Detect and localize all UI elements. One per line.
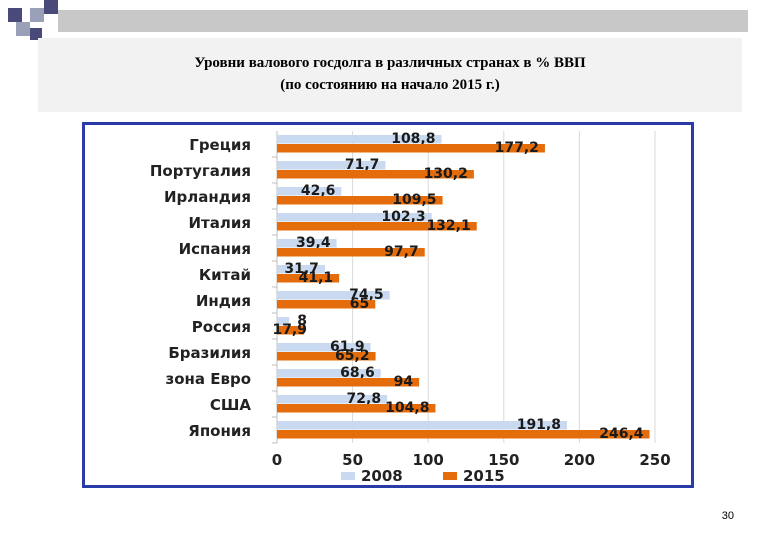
data-label-2008: 108,8 [391, 131, 435, 147]
debt-bar-chart: Греция 108,8 177,2 Португалия 71,7 130,2 Ирлан… [150, 131, 671, 485]
slide-title-box: Уровни валового госдолга в различных стр… [38, 38, 742, 112]
category-label: Греция [189, 136, 251, 154]
category-label: США [210, 396, 252, 414]
bar-2015 [277, 352, 376, 361]
slide-title: Уровни валового госдолга в различных стр… [194, 55, 586, 71]
category-label: Испания [179, 240, 251, 258]
category-label: Япония [188, 422, 251, 440]
chart-frame: Греция 108,8 177,2 Португалия 71,7 130,2 Ирлан… [82, 122, 694, 488]
legend-label-2008: 2008 [361, 467, 403, 485]
decorative-square [30, 28, 42, 40]
bar-2015 [277, 378, 420, 387]
data-label-2008: 61,9 [330, 339, 365, 355]
x-tick-label: 150 [488, 451, 519, 469]
data-label-2015: 132,1 [426, 218, 470, 234]
legend-swatch-2008 [341, 472, 355, 480]
category-label: Италия [189, 214, 252, 232]
decorative-header-bar [58, 10, 748, 32]
data-label-2015: 130,2 [424, 166, 468, 182]
bar-2015 [277, 430, 650, 439]
data-label-2008: 39,4 [296, 235, 331, 251]
data-label-2008: 71,7 [345, 157, 380, 173]
category-label: Бразилия [168, 344, 251, 362]
x-tick-label: 100 [413, 451, 444, 469]
data-label-2008: 42,6 [301, 183, 336, 199]
bar-2008 [277, 369, 381, 378]
bar-2015 [277, 144, 545, 153]
bar-2008 [277, 239, 337, 248]
data-label-2015: 246,4 [599, 426, 644, 442]
data-label-2015: 94 [394, 374, 414, 390]
bar-2008 [277, 265, 325, 274]
data-label-2008: 191,8 [517, 417, 561, 433]
category-label: Китай [199, 266, 251, 284]
data-label-2015: 65 [350, 296, 369, 312]
x-tick-label: 250 [639, 451, 670, 469]
x-tick-label: 50 [342, 451, 363, 469]
bar-2008 [277, 213, 432, 222]
bar-2008 [277, 343, 371, 352]
legend-label-2015: 2015 [463, 467, 505, 485]
data-label-2015: 177,2 [495, 140, 539, 156]
bar-2008 [277, 161, 386, 170]
bar-2015 [277, 170, 474, 179]
category-label: Ирландия [164, 188, 251, 206]
bar-2008 [277, 187, 342, 196]
decorative-square [16, 22, 30, 36]
data-label-2015: 104,8 [385, 400, 429, 416]
bar-2008 [277, 395, 388, 404]
category-label: Индия [196, 292, 251, 310]
bar-2015 [277, 222, 477, 231]
category-label: Россия [192, 318, 251, 336]
decorative-square [30, 8, 44, 22]
bar-2008 [277, 317, 290, 326]
x-tick-label: 200 [564, 451, 595, 469]
bar-2015 [277, 300, 376, 309]
bar-2015 [277, 274, 340, 283]
bar-2015 [277, 404, 436, 413]
data-label-2015: 65,2 [335, 348, 370, 364]
data-label-2008: 72,8 [347, 391, 382, 407]
category-label: Португалия [150, 162, 251, 180]
data-label-2008: 68,6 [340, 365, 375, 381]
slide-subtitle: (по состоянию на начало 2015 г.) [280, 77, 500, 93]
category-label: зона Евро [165, 370, 251, 388]
bar-2008 [277, 135, 442, 144]
legend-swatch-2015 [443, 472, 457, 480]
data-label-2008: 31,7 [284, 261, 319, 277]
data-label-2015: 109,5 [392, 192, 436, 208]
data-label-2008: 8 [297, 313, 307, 329]
bar-2015 [277, 248, 425, 257]
data-label-2015: 17,9 [272, 322, 307, 338]
bar-2015 [277, 196, 443, 205]
decorative-square [44, 0, 58, 14]
data-label-2008: 74,5 [349, 287, 384, 303]
decorative-square [8, 8, 22, 22]
bar-2008 [277, 291, 390, 300]
bar-2008 [277, 421, 568, 430]
data-label-2015: 97,7 [384, 244, 419, 260]
bar-2015 [277, 326, 305, 335]
data-label-2015: 41,1 [299, 270, 334, 286]
page-number: 30 [721, 510, 734, 522]
x-tick-label: 0 [272, 451, 282, 469]
data-label-2008: 102,3 [381, 209, 425, 225]
